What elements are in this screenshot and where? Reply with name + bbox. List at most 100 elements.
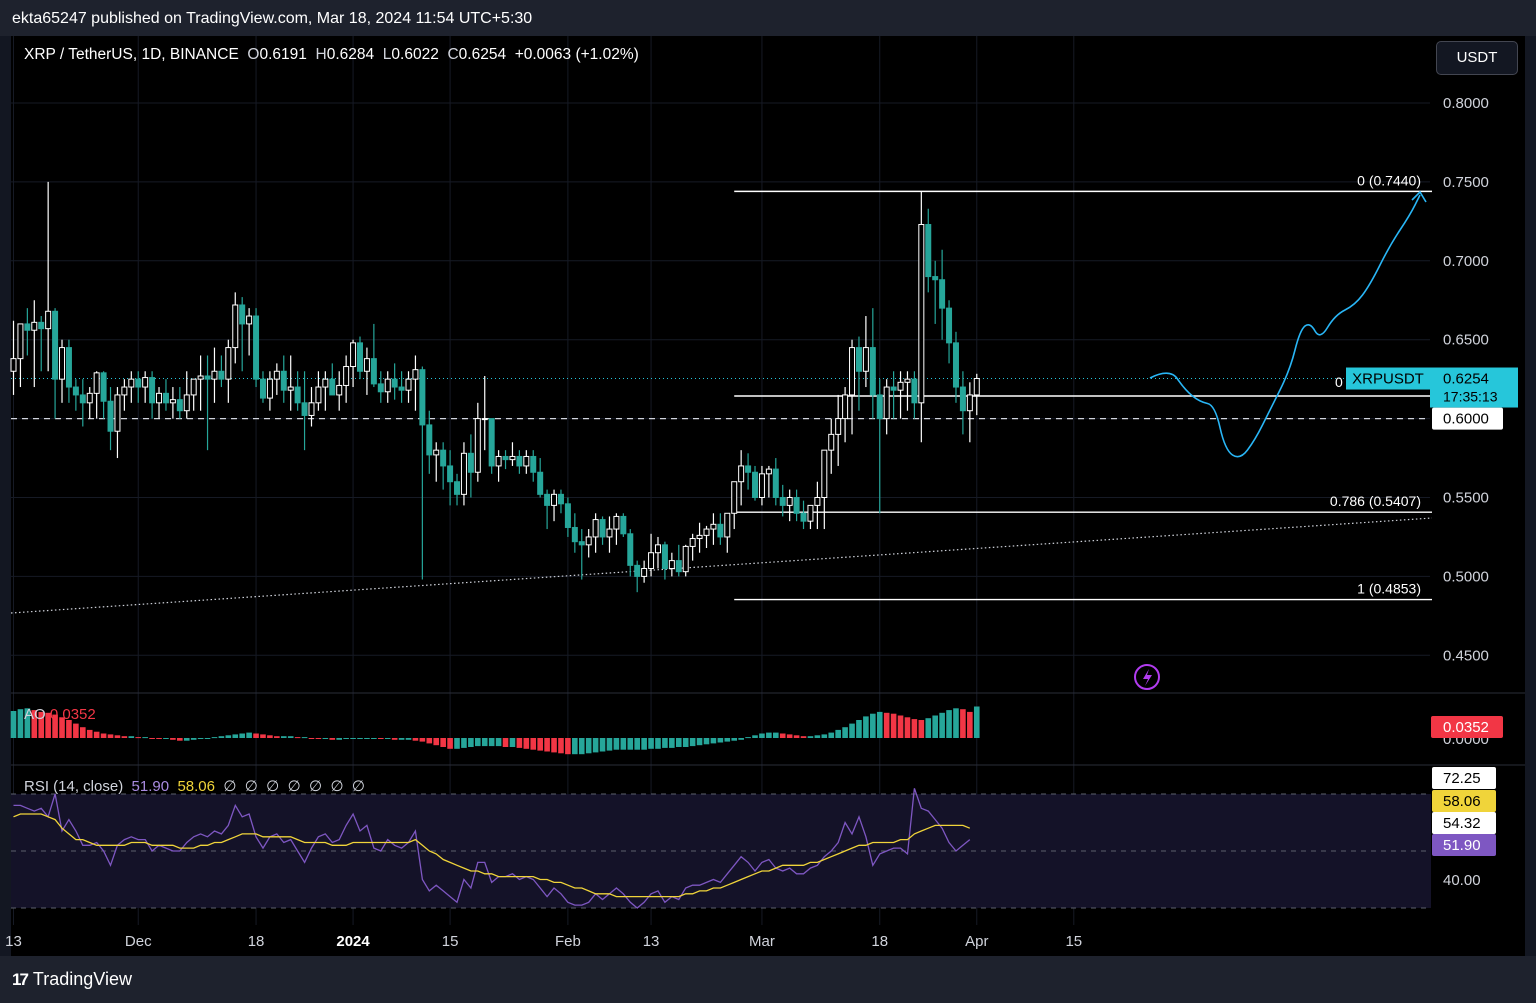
ao-bar: [849, 723, 855, 738]
ao-bar: [724, 738, 731, 742]
rsi-axis-tag: 54.32: [1443, 815, 1481, 832]
ao-bar: [135, 737, 142, 739]
candle-body: [31, 321, 38, 331]
ao-bar: [689, 738, 696, 747]
close-value: 0.6254: [458, 46, 507, 63]
candle-body: [654, 544, 661, 554]
ao-bar: [59, 717, 65, 738]
ao-bar: [592, 738, 599, 753]
ao-bar: [821, 734, 828, 738]
ao-bar: [170, 738, 176, 740]
low-value: 0.6022: [391, 46, 439, 63]
candle-body: [696, 534, 703, 540]
candle-body: [481, 418, 488, 421]
currency-button[interactable]: USDT: [1436, 41, 1518, 75]
ao-bar: [204, 738, 211, 739]
candle-body: [357, 342, 363, 372]
ao-bar: [183, 738, 190, 741]
ao-bar: [377, 738, 384, 739]
ao-bar: [842, 727, 848, 738]
candle-body: [253, 315, 260, 380]
candle-body: [59, 347, 66, 380]
ao-bar: [932, 715, 938, 738]
candle-body: [835, 418, 842, 435]
candle-body: [440, 449, 447, 467]
candle-body: [890, 386, 897, 391]
candle-body: [211, 370, 218, 380]
ao-bar: [287, 736, 294, 738]
candle-body: [592, 519, 599, 538]
candle-body: [564, 503, 571, 528]
candle-body: [52, 310, 59, 380]
projection-path: [1149, 194, 1421, 458]
ao-bar: [211, 737, 218, 739]
ao-bar: [856, 720, 862, 738]
change-value: +0.0063 (+1.02%): [514, 46, 639, 63]
candles: [10, 181, 980, 593]
candle-body: [627, 533, 634, 566]
candle-body: [86, 392, 93, 404]
ao-bar: [128, 736, 135, 738]
candle-body: [946, 307, 953, 344]
high-value: 0.6284: [326, 46, 375, 63]
ao-bar: [177, 738, 183, 741]
open-value: 0.6191: [259, 46, 307, 63]
candle-body: [675, 560, 682, 573]
candle-body: [634, 564, 641, 577]
candle-body: [239, 304, 246, 325]
fib-level-label: 0 (0.7440): [1357, 172, 1421, 188]
x-tick-label: Mar: [749, 933, 775, 950]
rsi-axis-tag: 51.90: [1443, 837, 1481, 854]
ao-bar: [717, 738, 724, 743]
rsi-axis-tag: 58.06: [1443, 793, 1481, 810]
rsi-value: 51.90: [131, 778, 170, 795]
candle-body: [731, 481, 738, 514]
candle-body: [488, 418, 495, 467]
ao-bar: [80, 727, 86, 738]
rsi-placeholder: ∅: [266, 778, 280, 795]
rsi-axis-tag: 72.25: [1443, 770, 1481, 787]
candle-body: [703, 528, 710, 536]
ao-bar: [384, 738, 391, 739]
candle-body: [433, 449, 440, 456]
candle-body: [218, 370, 225, 380]
ao-bar: [779, 733, 786, 738]
y-tick-label: 0.7500: [1443, 174, 1489, 191]
candle-body: [925, 224, 932, 278]
ao-bar: [606, 738, 613, 751]
fib-level-label: 0: [1335, 374, 1343, 390]
ao-bar: [973, 706, 980, 738]
candle-body: [38, 321, 45, 330]
candle-body: [266, 378, 273, 399]
ao-bar: [523, 738, 530, 749]
ao-bar: [232, 734, 239, 738]
x-tick-label: Feb: [555, 933, 581, 950]
candle-body: [530, 455, 537, 473]
tradingview-logo[interactable]: 17 TradingView: [12, 969, 132, 990]
rsi-ma-value: 58.06: [177, 778, 215, 795]
ao-bar: [634, 738, 640, 750]
ao-bar: [433, 738, 440, 746]
ao-bar: [516, 738, 523, 748]
rsi-ma-line: [13, 813, 971, 898]
candle-body: [447, 465, 454, 483]
ao-bar: [357, 738, 363, 739]
y-tick-label: 0.5000: [1443, 568, 1489, 585]
ao-bar: [398, 738, 405, 740]
ao-bar: [502, 738, 509, 747]
candle-body: [613, 515, 620, 530]
publish-bar: ekta65247 published on TradingView.com, …: [0, 0, 1536, 36]
ao-bar: [274, 736, 280, 738]
fib-level-label: 1 (0.4853): [1357, 581, 1421, 597]
ao-bar: [572, 738, 578, 755]
ao-bar: [655, 738, 661, 749]
candle-body: [509, 455, 516, 461]
ao-legend: AO 0.0352: [24, 706, 96, 723]
trendline: [10, 517, 1433, 614]
x-tick-label: 18: [248, 933, 265, 950]
candle-body: [516, 455, 523, 467]
ao-bar: [641, 738, 647, 750]
ao-bar: [876, 711, 883, 738]
candle-body: [606, 528, 613, 538]
